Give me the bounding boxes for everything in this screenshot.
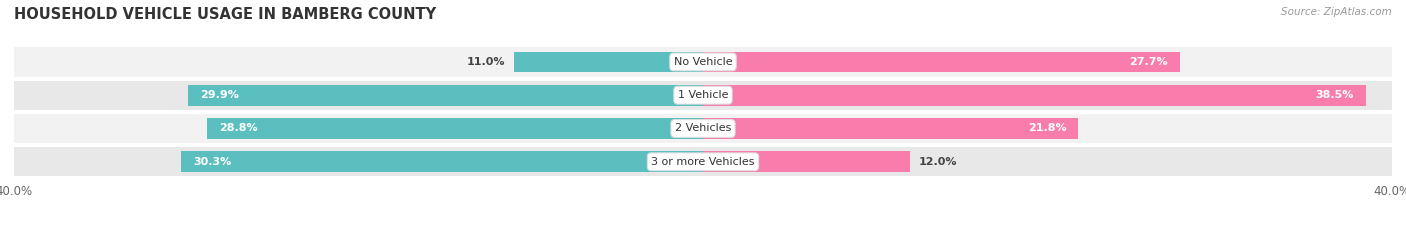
Text: 3 or more Vehicles: 3 or more Vehicles	[651, 157, 755, 167]
Bar	[188, 85, 703, 106]
Text: No Vehicle: No Vehicle	[673, 57, 733, 67]
Bar	[703, 85, 1367, 106]
Text: 28.8%: 28.8%	[219, 123, 257, 134]
Bar	[703, 51, 1180, 72]
Text: 2 Vehicles: 2 Vehicles	[675, 123, 731, 134]
Text: 29.9%: 29.9%	[200, 90, 239, 100]
Bar	[513, 51, 703, 72]
Bar	[14, 147, 1392, 176]
Bar	[14, 114, 1392, 143]
Bar	[703, 118, 1078, 139]
Text: 30.3%: 30.3%	[193, 157, 232, 167]
Text: 21.8%: 21.8%	[1028, 123, 1066, 134]
Bar	[207, 118, 703, 139]
Bar	[14, 47, 1392, 77]
Text: 12.0%: 12.0%	[918, 157, 957, 167]
Text: HOUSEHOLD VEHICLE USAGE IN BAMBERG COUNTY: HOUSEHOLD VEHICLE USAGE IN BAMBERG COUNT…	[14, 7, 436, 22]
Text: 27.7%: 27.7%	[1129, 57, 1168, 67]
Bar	[181, 151, 703, 172]
Text: 11.0%: 11.0%	[467, 57, 505, 67]
Bar	[14, 81, 1392, 110]
Bar	[703, 151, 910, 172]
Text: 1 Vehicle: 1 Vehicle	[678, 90, 728, 100]
Text: 38.5%: 38.5%	[1316, 90, 1354, 100]
Text: Source: ZipAtlas.com: Source: ZipAtlas.com	[1281, 7, 1392, 17]
